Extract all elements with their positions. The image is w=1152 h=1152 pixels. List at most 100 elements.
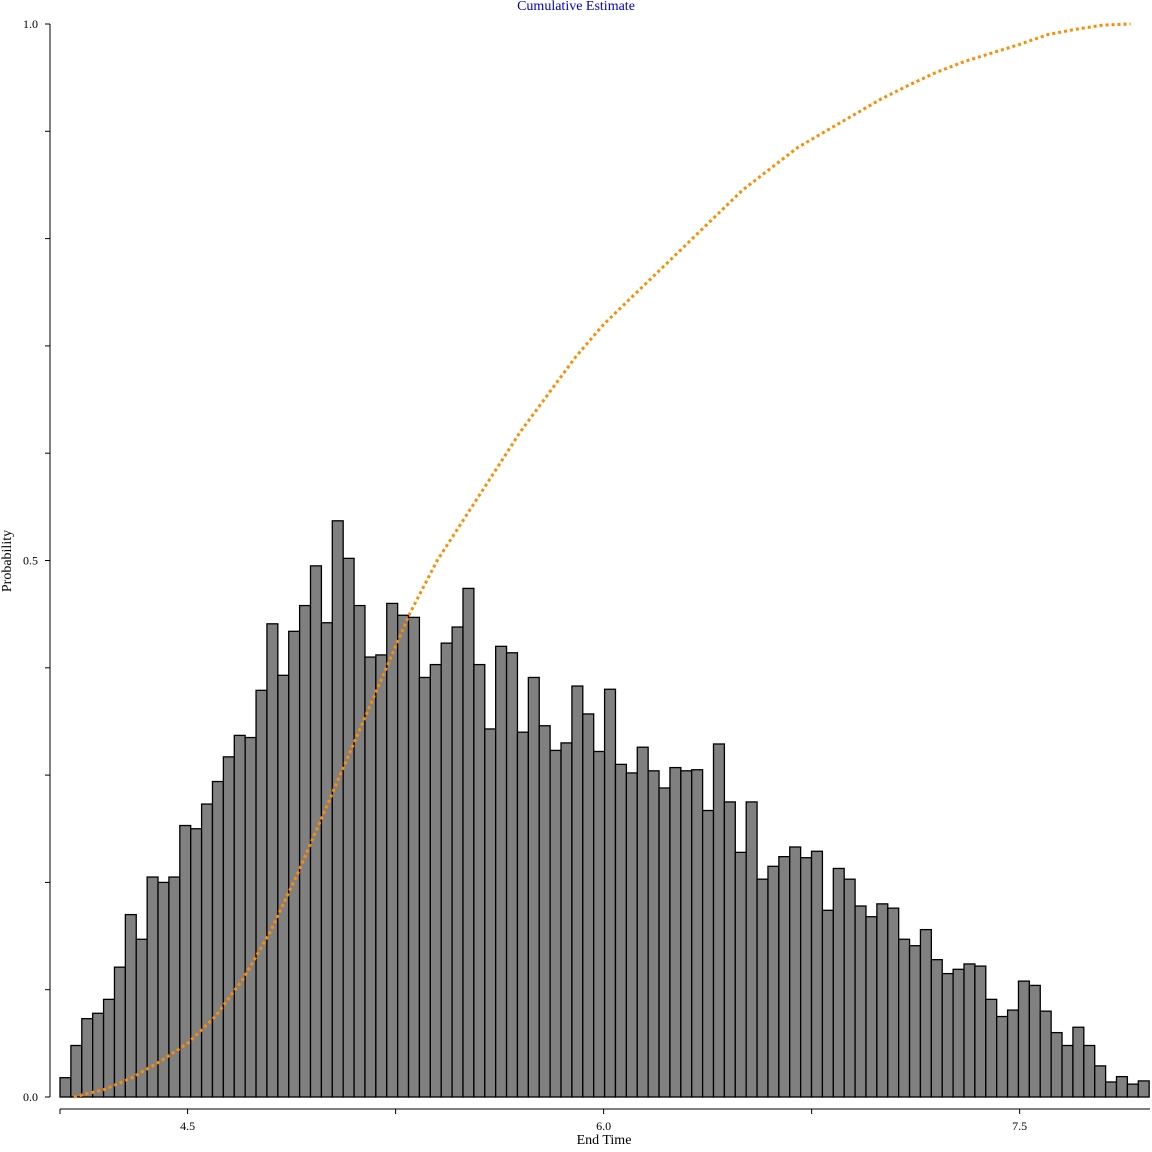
histogram-bar xyxy=(1050,1031,1063,1098)
histogram-bar xyxy=(418,676,431,1098)
x-tick-label: 7.5 xyxy=(1012,1119,1027,1133)
histogram-bar xyxy=(1017,980,1031,1098)
histogram-bar xyxy=(1104,1081,1118,1098)
y-tick-label: 0.0 xyxy=(23,1090,38,1104)
histogram-bar xyxy=(353,604,366,1098)
histogram-bar xyxy=(799,857,813,1098)
histogram-bar xyxy=(1028,984,1041,1098)
histogram-bar xyxy=(767,865,780,1098)
histogram-bar xyxy=(288,630,301,1098)
histogram-bar xyxy=(603,688,617,1098)
histogram-bar xyxy=(1094,1065,1107,1098)
histogram-bar xyxy=(386,602,399,1098)
histogram-bar xyxy=(516,731,529,1098)
histogram-bar xyxy=(375,654,388,1098)
histogram-bar xyxy=(1072,1026,1085,1098)
histogram-bar xyxy=(396,614,410,1098)
cumulative-line xyxy=(73,22,1131,1099)
histogram-bar xyxy=(168,876,181,1098)
histogram-bar xyxy=(952,968,965,1098)
histogram-bar xyxy=(778,855,791,1098)
histogram-bar xyxy=(832,867,845,1098)
histogram-bar xyxy=(451,626,464,1098)
histogram-bar xyxy=(691,769,704,1098)
histogram-bar xyxy=(701,809,715,1098)
histogram-bar xyxy=(70,1044,83,1098)
histogram-bar xyxy=(222,756,235,1098)
histogram-bar xyxy=(756,878,769,1098)
histogram-bar xyxy=(908,945,922,1098)
axes xyxy=(45,23,1150,1114)
histogram-bar xyxy=(647,770,660,1098)
histogram-bar xyxy=(996,1015,1009,1098)
histogram-bar xyxy=(157,881,170,1098)
histogram-bar xyxy=(505,652,519,1098)
histogram-bar xyxy=(898,938,911,1098)
histogram-bar xyxy=(146,876,159,1098)
histogram-bar xyxy=(538,725,551,1098)
chart-title: Cumulative Estimate xyxy=(517,0,635,14)
histogram-bar xyxy=(244,736,257,1098)
histogram-bar xyxy=(974,965,987,1098)
histogram-bar xyxy=(527,676,540,1098)
histogram-bar xyxy=(723,801,736,1098)
y-axis-label: Probability xyxy=(0,529,15,593)
histogram-bar xyxy=(560,742,573,1098)
histogram-bar xyxy=(810,850,824,1098)
y-tick-label: 0.5 xyxy=(23,554,38,568)
histogram-bar xyxy=(495,645,508,1098)
histogram-bar xyxy=(309,565,323,1098)
histogram-bar xyxy=(266,623,279,1098)
histogram-bar xyxy=(1083,1044,1096,1098)
y-tick-label: 1.0 xyxy=(23,17,38,31)
x-axis-label: End Time xyxy=(576,1133,632,1148)
histogram-bar xyxy=(440,642,453,1098)
histogram-bar xyxy=(712,743,726,1098)
histogram-bar xyxy=(190,828,203,1098)
histogram-bar xyxy=(81,1018,94,1098)
histogram-bar xyxy=(636,746,649,1098)
histogram-bar xyxy=(789,846,802,1098)
histogram-bar xyxy=(179,824,192,1098)
histogram-bar xyxy=(1006,1009,1020,1098)
histogram-bar xyxy=(462,587,475,1098)
histogram-bar xyxy=(364,656,377,1098)
histogram-bar xyxy=(734,851,747,1098)
histogram-bar xyxy=(887,907,900,1098)
histogram-bar xyxy=(102,998,116,1098)
histogram-bar xyxy=(614,763,628,1098)
histogram-bar xyxy=(211,780,225,1098)
x-tick-label: 4.5 xyxy=(180,1119,195,1133)
histogram-bar xyxy=(854,905,867,1098)
histogram-bar xyxy=(124,913,137,1098)
histogram-bar xyxy=(1039,1010,1052,1098)
histogram-bar xyxy=(571,685,584,1098)
histogram-bar xyxy=(407,616,421,1098)
histogram-bar xyxy=(484,728,497,1098)
histogram-bar xyxy=(930,959,943,1098)
histogram-bar xyxy=(255,689,268,1098)
histogram-bar xyxy=(843,878,856,1098)
histogram-bar xyxy=(320,622,333,1098)
cumulative-curve xyxy=(73,22,1131,1099)
histogram-bar xyxy=(941,972,954,1098)
histogram-bar xyxy=(92,1012,105,1098)
histogram-bar xyxy=(669,766,682,1098)
histogram-bar xyxy=(745,801,758,1098)
histogram-bar xyxy=(473,663,486,1098)
histogram-bar xyxy=(876,903,889,1098)
histogram-bar xyxy=(821,909,834,1098)
histogram-bar xyxy=(1137,1080,1150,1098)
histogram-bar xyxy=(680,770,693,1098)
histogram-bar xyxy=(593,750,606,1098)
histogram-bar xyxy=(549,749,562,1098)
histogram-bar xyxy=(200,803,214,1098)
histogram-bar xyxy=(113,966,127,1098)
histogram-bar xyxy=(233,734,246,1098)
histogram-bar xyxy=(963,963,976,1098)
histogram-bar xyxy=(342,557,355,1098)
histogram-bar xyxy=(331,520,344,1098)
tick-labels: 0.0 0.5 1.0 4.5 6.0 7.5 xyxy=(23,17,1027,1133)
histogram-bar xyxy=(1061,1044,1074,1098)
